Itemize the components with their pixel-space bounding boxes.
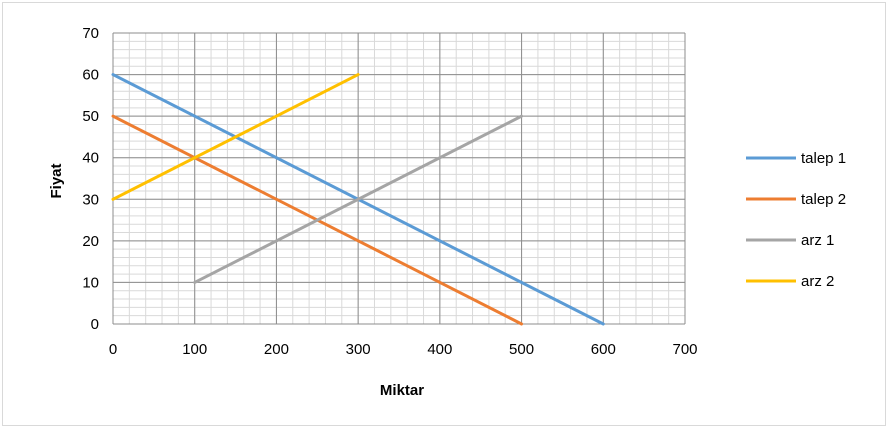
y-tick-label: 10 (82, 274, 99, 291)
y-tick-label: 0 (91, 316, 99, 333)
x-tick-label: 100 (182, 341, 207, 358)
series-line-arz-2 (111, 73, 360, 201)
major-gridlines (112, 32, 686, 325)
legend-label: talep 1 (801, 150, 846, 167)
x-tick-label: 300 (346, 341, 371, 358)
x-tick-label: 0 (109, 341, 117, 358)
x-tick-label: 600 (591, 341, 616, 358)
x-tick-label: 700 (672, 341, 697, 358)
legend-label: talep 2 (801, 191, 846, 208)
chart-frame: 0 10 20 30 40 50 60 70 0 100 200 300 400 500 600 700 t… (2, 2, 886, 426)
legend: talep 1 talep 2 arz 1 arz 2 (746, 150, 846, 290)
x-tick-label: 400 (427, 341, 452, 358)
series-lines (111, 73, 605, 326)
x-tick-label: 200 (264, 341, 289, 358)
x-tick-label: 500 (509, 341, 534, 358)
legend-label: arz 1 (801, 232, 834, 249)
y-tick-label: 50 (82, 108, 99, 125)
x-axis-label: Miktar (380, 382, 424, 399)
y-tick-label: 70 (82, 25, 99, 42)
legend-label: arz 2 (801, 273, 834, 290)
y-axis-label: Fiyat (48, 163, 65, 198)
y-tick-label: 30 (82, 191, 99, 208)
y-tick-label: 40 (82, 150, 99, 167)
series-line-arz-1 (193, 114, 524, 284)
x-axis-tick-labels: 0 100 200 300 400 500 600 700 (109, 341, 698, 358)
y-axis-tick-labels: 0 10 20 30 40 50 60 70 (82, 25, 99, 333)
y-tick-label: 20 (82, 233, 99, 250)
line-chart: 0 10 20 30 40 50 60 70 0 100 200 300 400 500 600 700 t… (48, 25, 846, 399)
y-tick-label: 60 (82, 67, 99, 84)
